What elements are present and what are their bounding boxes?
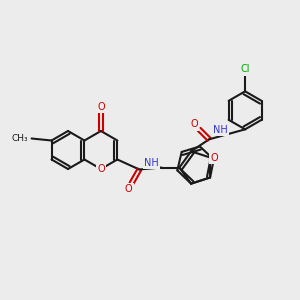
Text: Cl: Cl: [240, 64, 250, 74]
Text: NH: NH: [144, 158, 159, 167]
Text: O: O: [190, 119, 198, 129]
Text: O: O: [210, 152, 218, 163]
Text: CH₃: CH₃: [12, 134, 28, 143]
Text: O: O: [97, 102, 105, 112]
Text: O: O: [124, 184, 132, 194]
Text: NH: NH: [213, 125, 227, 135]
Text: O: O: [97, 164, 105, 174]
